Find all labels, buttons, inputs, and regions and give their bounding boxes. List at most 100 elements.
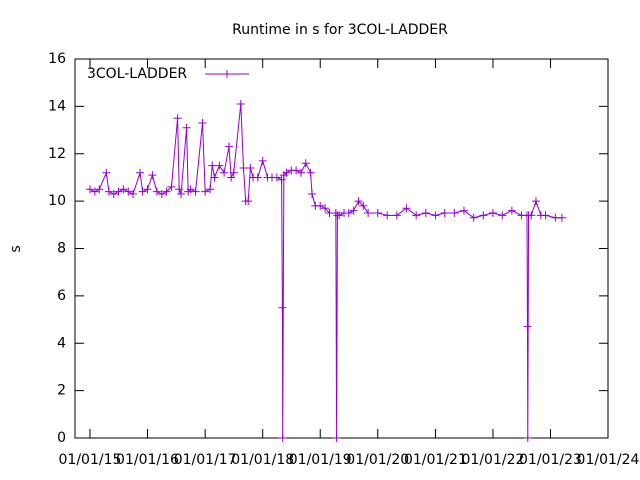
point-marker (244, 197, 253, 206)
point-marker (321, 204, 330, 213)
point-marker (95, 185, 104, 194)
point-marker (173, 114, 182, 123)
point-marker (186, 185, 195, 194)
point-marker (128, 190, 137, 199)
x-tick-label: 01/01/20 (346, 452, 409, 468)
point-marker (236, 100, 245, 109)
y-tick-label: 14 (48, 98, 66, 114)
point-marker (316, 201, 325, 210)
point-marker (541, 211, 550, 220)
point-marker (90, 187, 99, 196)
x-tick-label: 01/01/23 (519, 452, 582, 468)
y-tick-label: 12 (48, 146, 66, 162)
point-marker (138, 187, 147, 196)
point-marker (258, 156, 267, 165)
point-marker (523, 434, 532, 442)
point-marker (177, 190, 186, 199)
point-marker (523, 322, 532, 331)
point-marker (306, 168, 315, 177)
point-marker (201, 187, 210, 196)
point-marker (296, 168, 305, 177)
point-marker (531, 197, 540, 206)
point-marker (440, 208, 449, 217)
point-marker (143, 185, 152, 194)
y-tick-label: 0 (57, 430, 66, 446)
x-tick-label: 01/01/15 (59, 452, 122, 468)
y-tick-label: 4 (57, 335, 66, 351)
point-marker (220, 168, 229, 177)
y-tick-label: 6 (57, 288, 66, 304)
point-marker (119, 185, 128, 194)
legend-marker (223, 70, 231, 78)
y-tick-label: 16 (48, 51, 66, 67)
point-marker (85, 185, 94, 194)
point-marker (198, 118, 207, 127)
point-marker (308, 190, 317, 199)
series-line (89, 103, 562, 439)
point-marker (479, 211, 488, 220)
point-marker (104, 187, 113, 196)
point-marker (507, 206, 516, 215)
y-axis-label: s (8, 245, 24, 252)
point-marker (349, 206, 358, 215)
point-marker (210, 173, 219, 182)
y-tick-label: 8 (57, 241, 66, 257)
point-marker (344, 208, 353, 217)
point-marker (557, 213, 566, 222)
point-marker (224, 142, 233, 151)
point-marker (498, 211, 507, 220)
point-marker (182, 123, 191, 132)
point-marker (364, 208, 373, 217)
point-marker (450, 208, 459, 217)
point-marker (354, 197, 363, 206)
point-marker (392, 211, 401, 220)
point-marker (488, 208, 497, 217)
point-marker (332, 434, 341, 442)
point-marker (278, 434, 287, 442)
legend-label: 3COL-LADDER (87, 66, 187, 82)
point-marker (383, 211, 392, 220)
point-marker (239, 163, 248, 172)
point-marker (229, 168, 238, 177)
x-tick-label: 01/01/24 (577, 452, 640, 468)
point-marker (162, 187, 171, 196)
point-marker (272, 173, 281, 182)
point-marker (124, 187, 133, 196)
point-marker (402, 204, 411, 213)
point-marker (102, 168, 111, 177)
x-tick-label: 01/01/22 (462, 452, 525, 468)
point-marker (335, 211, 344, 220)
point-marker (152, 187, 161, 196)
y-tick-label: 10 (48, 193, 66, 209)
point-marker (191, 187, 200, 196)
point-marker (215, 161, 224, 170)
point-marker (167, 182, 176, 191)
x-tick-label: 01/01/19 (289, 452, 352, 468)
point-marker (277, 175, 286, 184)
point-marker (469, 213, 478, 222)
point-marker (114, 187, 123, 196)
point-marker (431, 211, 440, 220)
point-marker (282, 168, 291, 177)
y-tick-label: 2 (57, 383, 66, 399)
point-marker (421, 208, 430, 217)
chart-title: Runtime in s for 3COL-LADDER (232, 22, 448, 38)
x-tick-label: 01/01/17 (174, 452, 237, 468)
point-marker (359, 201, 368, 210)
point-marker (373, 208, 382, 217)
point-marker (527, 211, 536, 220)
x-tick-label: 01/01/21 (404, 452, 467, 468)
point-marker (301, 159, 310, 168)
point-marker (246, 163, 255, 172)
point-marker (206, 185, 215, 194)
point-marker (412, 211, 421, 220)
point-marker (278, 303, 287, 312)
point-marker (227, 173, 236, 182)
x-tick-label: 01/01/16 (116, 452, 179, 468)
point-marker (157, 190, 166, 199)
point-marker (109, 190, 118, 199)
x-tick-label: 01/01/18 (231, 452, 294, 468)
point-marker (459, 206, 468, 215)
point-marker (292, 166, 301, 175)
